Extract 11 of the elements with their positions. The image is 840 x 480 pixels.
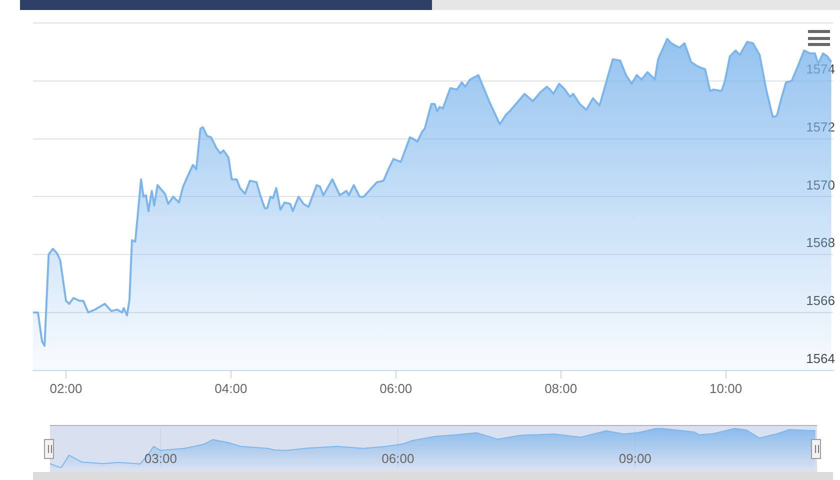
x-tick-label: 03:00 [144, 451, 177, 466]
y-tick-label: 1568 [806, 235, 835, 250]
x-tick-label: 06:00 [380, 380, 412, 396]
x-tick-label: 04:00 [214, 380, 248, 396]
y-tick-label: 1564 [806, 350, 835, 366]
y-tick-label: 1566 [806, 293, 835, 308]
x-tick-label: 08:00 [544, 380, 578, 396]
x-tick-label: 06:00 [382, 451, 414, 466]
x-tick-label: 02:00 [50, 380, 82, 396]
x-tick-label: 10:00 [710, 380, 742, 396]
x-tick-label: 09:00 [618, 451, 652, 466]
